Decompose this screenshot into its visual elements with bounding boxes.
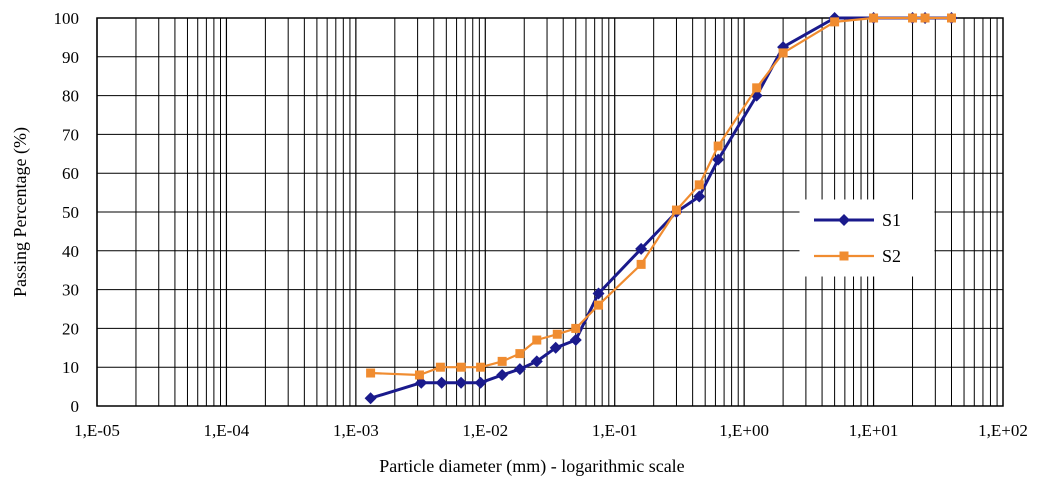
- y-axis-title: Passing Percentage (%): [10, 127, 31, 297]
- data-point-s2: [366, 368, 376, 378]
- data-point-s2: [778, 48, 788, 58]
- y-tick-label: 70: [62, 125, 79, 144]
- data-point-s2: [671, 205, 681, 215]
- data-point-s2: [713, 141, 723, 151]
- data-point-s2: [908, 13, 918, 23]
- y-tick-label: 30: [62, 281, 79, 300]
- plot-frame: [96, 17, 1004, 407]
- data-point-s2: [532, 335, 542, 345]
- y-tick-label: 40: [62, 242, 79, 261]
- legend-label-s2: S2: [882, 246, 901, 266]
- data-point-s1: [455, 376, 468, 389]
- data-point-s2: [515, 349, 525, 359]
- data-point-s2: [552, 329, 562, 339]
- x-tick-label: 1,E-01: [592, 421, 638, 440]
- y-tick-label: 100: [54, 9, 80, 28]
- data-point-s2: [414, 370, 424, 380]
- data-point-s1: [496, 368, 509, 381]
- series-line-s2: [370, 16, 952, 377]
- x-tick-label: 1,E+01: [849, 421, 899, 440]
- y-tick-label: 50: [62, 203, 79, 222]
- legend-label-s1: S1: [882, 210, 901, 230]
- data-point-s2: [497, 356, 507, 366]
- data-point-s2: [476, 362, 486, 372]
- y-axis-tick-labels: 0 10 20 30 40 50 60 70 80 90 100: [54, 9, 80, 416]
- x-tick-label: 1,E-05: [74, 421, 120, 440]
- legend-marker-s2: [839, 251, 849, 261]
- x-tick-label: 1,E+00: [719, 421, 769, 440]
- data-point-s1: [693, 190, 706, 203]
- y-tick-label: 10: [62, 358, 79, 377]
- data-point-s1: [513, 363, 526, 376]
- x-tick-label: 1,E-02: [462, 421, 508, 440]
- data-point-s1: [569, 334, 582, 347]
- data-point-s2: [456, 362, 466, 372]
- legend-box: [799, 199, 935, 277]
- y-tick-label: 90: [62, 48, 79, 67]
- y-tick-label: 20: [62, 319, 79, 338]
- data-point-s1: [712, 153, 725, 166]
- x-axis-title: Particle diameter (mm) - logarithmic sca…: [379, 456, 684, 477]
- data-point-s2: [869, 13, 879, 23]
- data-point-s2: [571, 323, 581, 333]
- x-tick-label: 1,E-03: [333, 421, 379, 440]
- series-line-s1: [370, 16, 952, 400]
- data-point-s2: [636, 259, 646, 269]
- y-tick-label: 60: [62, 164, 79, 183]
- data-point-s2: [752, 83, 762, 93]
- data-point-s1: [635, 242, 648, 255]
- legend: S1 S2: [799, 199, 935, 277]
- legend-items: S1 S2: [814, 210, 901, 266]
- y-tick-label: 80: [62, 87, 79, 106]
- data-point-s2: [946, 13, 956, 23]
- x-axis-tick-labels: 1,E-05 1,E-04 1,E-03 1,E-02 1,E-01 1,E+00 1,E+…: [74, 421, 1028, 440]
- data-point-s2: [830, 17, 840, 27]
- x-tick-label: 1,E+02: [978, 421, 1028, 440]
- data-point-s1: [530, 355, 543, 368]
- data-point-s2: [435, 362, 445, 372]
- data-point-s2: [694, 180, 704, 190]
- x-tick-label: 1,E-04: [204, 421, 250, 440]
- data-point-s2: [594, 300, 604, 310]
- series-s1: [364, 12, 958, 405]
- legend-marker-s1: [838, 214, 850, 226]
- series-s2: [366, 13, 956, 380]
- series-layer: [364, 12, 958, 405]
- data-point-s1: [592, 287, 605, 300]
- data-point-s1: [474, 376, 487, 389]
- data-point-s1: [364, 392, 377, 405]
- y-tick-label: 0: [71, 397, 80, 416]
- data-point-s1: [415, 376, 428, 389]
- data-point-s1: [435, 376, 448, 389]
- data-point-s1: [549, 341, 562, 354]
- data-point-s2: [920, 13, 930, 23]
